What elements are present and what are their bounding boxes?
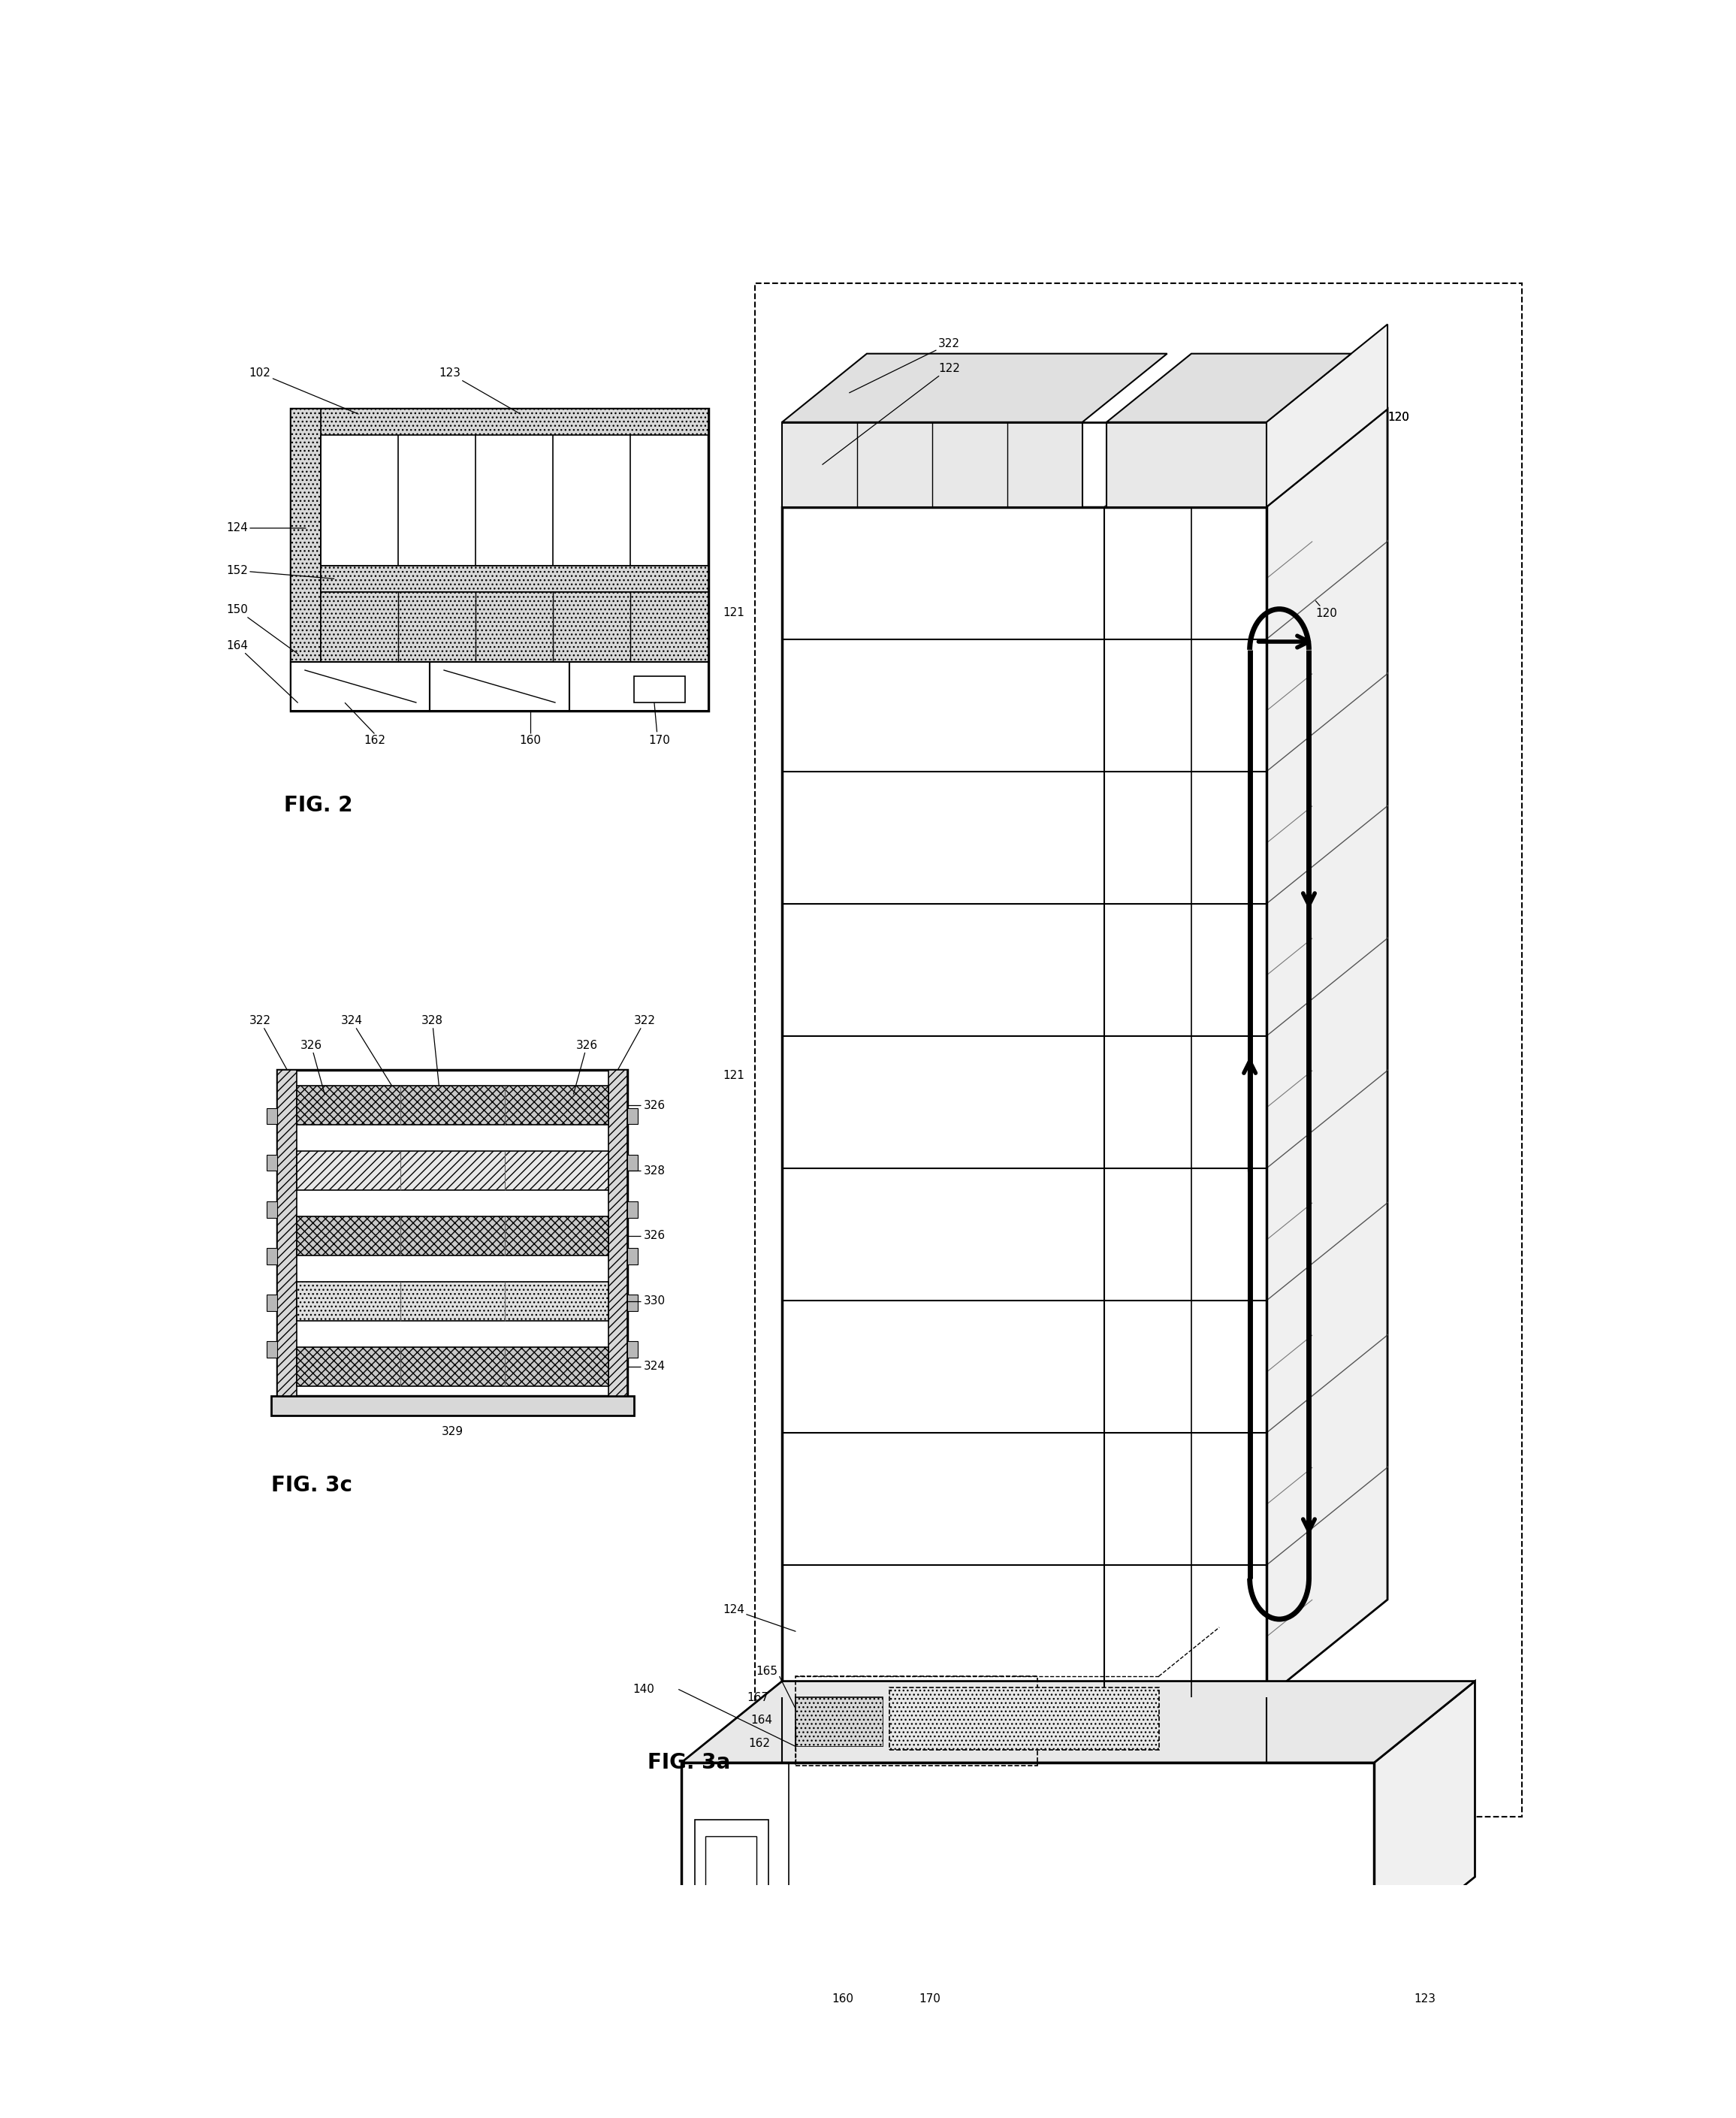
Text: 322: 322	[849, 339, 960, 392]
Text: 123: 123	[439, 369, 521, 413]
Bar	[627, 1248, 639, 1264]
Bar	[271, 1396, 634, 1415]
Bar	[795, 1697, 884, 1747]
Bar	[705, 1836, 757, 1923]
Polygon shape	[781, 354, 1167, 421]
Text: FIG. 2: FIG. 2	[285, 794, 352, 815]
Text: 167: 167	[746, 1692, 769, 1703]
Text: 102: 102	[250, 369, 358, 413]
Text: 328: 328	[422, 1015, 443, 1087]
Text: 124: 124	[226, 523, 306, 534]
Text: 122: 122	[823, 362, 960, 464]
Text: 164: 164	[226, 640, 299, 703]
Text: 170: 170	[920, 1993, 941, 2006]
Bar	[795, 1675, 1038, 1766]
Polygon shape	[681, 1682, 1476, 1762]
Bar	[1085, 1959, 1118, 1972]
Bar	[292, 409, 708, 712]
Bar	[267, 1248, 278, 1264]
Polygon shape	[1267, 324, 1387, 506]
Text: 164: 164	[752, 1716, 773, 1726]
Bar	[297, 1087, 609, 1125]
Bar	[889, 1688, 1160, 1749]
Bar	[431, 663, 569, 712]
Text: 329: 329	[441, 1425, 464, 1438]
Bar	[884, 1959, 917, 1972]
Bar	[627, 1108, 639, 1125]
Text: 120: 120	[1387, 411, 1410, 424]
Polygon shape	[1106, 354, 1351, 421]
Text: 326: 326	[644, 1099, 665, 1112]
Bar	[681, 1762, 1375, 1959]
Text: 124: 124	[722, 1603, 795, 1631]
Bar	[755, 284, 1522, 1817]
Text: 121: 121	[722, 608, 745, 618]
Text: 322: 322	[248, 1015, 286, 1070]
Text: 326: 326	[573, 1040, 597, 1095]
Bar	[267, 1154, 278, 1171]
Text: 328: 328	[644, 1165, 665, 1175]
Text: 160: 160	[832, 1993, 854, 2006]
Polygon shape	[1267, 409, 1387, 1697]
Text: 330: 330	[644, 1296, 665, 1307]
Text: 324: 324	[340, 1015, 392, 1087]
Text: 150: 150	[226, 604, 299, 654]
Text: 123: 123	[1413, 1993, 1436, 2006]
Bar	[321, 566, 708, 591]
Bar	[267, 1341, 278, 1358]
Text: 326: 326	[300, 1040, 325, 1095]
Bar	[634, 676, 686, 703]
Bar	[292, 663, 431, 712]
Bar	[569, 663, 708, 712]
Polygon shape	[1375, 1682, 1476, 1959]
Text: 120: 120	[1316, 602, 1337, 618]
Text: 121: 121	[722, 1070, 745, 1082]
Bar	[321, 591, 708, 663]
Text: 140: 140	[632, 1684, 654, 1694]
Bar	[781, 506, 1267, 1697]
Text: 152: 152	[226, 566, 333, 578]
Text: FIG. 3c: FIG. 3c	[271, 1474, 352, 1495]
Bar	[292, 409, 321, 663]
Bar	[781, 421, 1082, 506]
Text: 324: 324	[644, 1360, 665, 1372]
Bar	[297, 1152, 609, 1190]
Text: 170: 170	[649, 735, 670, 746]
Text: 162: 162	[748, 1737, 771, 1749]
Bar	[1106, 421, 1267, 506]
Bar	[627, 1201, 639, 1218]
Bar	[694, 1819, 769, 1934]
Bar	[297, 1347, 609, 1385]
Text: 326: 326	[644, 1231, 665, 1241]
Bar	[627, 1341, 639, 1358]
Text: 162: 162	[363, 735, 385, 746]
Bar	[627, 1294, 639, 1311]
Bar	[321, 409, 708, 434]
Text: 322: 322	[618, 1015, 656, 1070]
Bar	[278, 1070, 627, 1396]
Bar	[278, 1070, 297, 1396]
Text: 165: 165	[757, 1665, 778, 1677]
Bar	[267, 1201, 278, 1218]
Bar	[795, 1697, 884, 1747]
Bar	[267, 1294, 278, 1311]
Bar	[267, 1108, 278, 1125]
Bar	[297, 1281, 609, 1322]
Bar	[609, 1070, 627, 1396]
Text: FIG. 3a: FIG. 3a	[648, 1752, 731, 1773]
Text: 120: 120	[1387, 411, 1410, 424]
Bar	[297, 1216, 609, 1256]
Text: 160: 160	[519, 735, 542, 746]
Bar	[627, 1154, 639, 1171]
